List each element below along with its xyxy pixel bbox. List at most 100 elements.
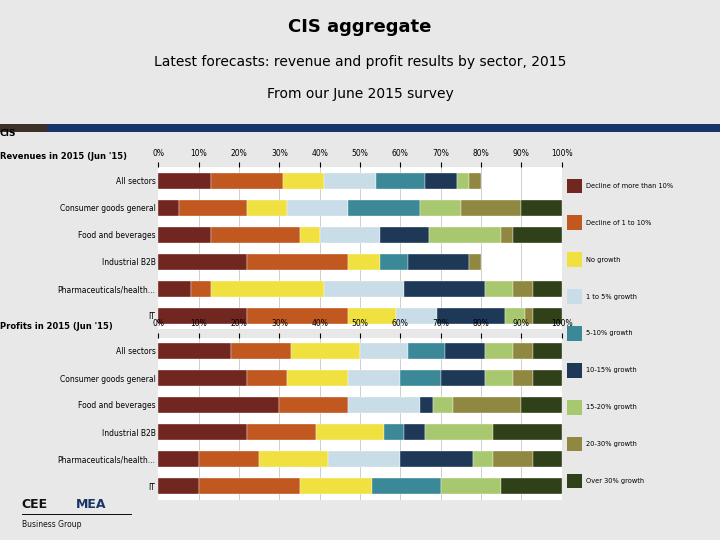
Text: Profits in 2015 (Jun '15): Profits in 2015 (Jun '15) (0, 322, 113, 331)
Bar (348, 254, 380, 271)
Bar (473, 450, 493, 467)
Bar (376, 173, 425, 190)
Bar (191, 281, 211, 297)
Text: Latest forecasts: revenue and profit results by sector, 2015: Latest forecasts: revenue and profit res… (154, 55, 566, 69)
Bar (348, 396, 420, 414)
Text: From our June 2015 survey: From our June 2015 survey (266, 87, 454, 102)
Bar (158, 227, 211, 243)
Bar (211, 173, 284, 190)
Bar (567, 474, 582, 488)
Bar (505, 308, 526, 324)
Bar (485, 342, 513, 360)
Bar (179, 200, 247, 217)
Bar (0, 124, 47, 132)
Bar (199, 450, 259, 467)
Bar (211, 227, 300, 243)
Bar (22, 514, 132, 515)
Text: CIS aggregate: CIS aggregate (288, 18, 432, 36)
Bar (425, 173, 456, 190)
Bar (292, 342, 360, 360)
Bar (441, 477, 501, 495)
Bar (158, 396, 279, 414)
Bar (324, 173, 376, 190)
Text: 5-10% growth: 5-10% growth (586, 330, 633, 336)
Bar (158, 477, 199, 495)
Bar (521, 396, 562, 414)
Bar (259, 450, 328, 467)
Bar (380, 227, 428, 243)
Bar (513, 227, 562, 243)
Bar (400, 369, 441, 387)
Bar (247, 423, 315, 441)
Bar (485, 281, 513, 297)
Bar (493, 450, 534, 467)
Bar (567, 363, 582, 377)
Bar (158, 369, 247, 387)
Bar (287, 200, 348, 217)
Bar (425, 423, 493, 441)
Bar (485, 369, 513, 387)
Bar (526, 308, 534, 324)
Bar (461, 200, 521, 217)
Bar (567, 252, 582, 267)
Bar (513, 281, 534, 297)
Bar (420, 200, 461, 217)
Bar (534, 308, 562, 324)
Bar (247, 200, 287, 217)
Bar (247, 369, 287, 387)
Bar (567, 215, 582, 230)
Bar (158, 173, 211, 190)
Bar (158, 423, 247, 441)
Bar (513, 342, 534, 360)
Bar (453, 396, 521, 414)
Bar (396, 308, 436, 324)
Bar (567, 400, 582, 415)
Text: 10-15% growth: 10-15% growth (586, 367, 637, 373)
Bar (372, 477, 441, 495)
Bar (158, 308, 247, 324)
Bar (158, 281, 191, 297)
Bar (247, 308, 348, 324)
Bar (567, 437, 582, 451)
Bar (158, 450, 199, 467)
Bar (501, 227, 513, 243)
Bar (436, 308, 505, 324)
Bar (284, 173, 324, 190)
Text: Decline of 1 to 10%: Decline of 1 to 10% (586, 220, 652, 226)
Bar (513, 369, 534, 387)
Bar (199, 477, 300, 495)
Bar (567, 179, 582, 193)
Bar (211, 281, 324, 297)
Bar (534, 369, 562, 387)
Bar (521, 200, 562, 217)
Bar (328, 450, 400, 467)
Bar (405, 281, 485, 297)
Bar (348, 369, 400, 387)
Bar (469, 173, 481, 190)
Bar (493, 423, 562, 441)
Bar (405, 423, 425, 441)
Bar (445, 342, 485, 360)
Bar (400, 450, 473, 467)
Text: Over 30% growth: Over 30% growth (586, 478, 644, 484)
Bar (348, 200, 420, 217)
Text: 15-20% growth: 15-20% growth (586, 404, 637, 410)
Text: 20-30% growth: 20-30% growth (586, 441, 637, 447)
Bar (300, 227, 320, 243)
Bar (320, 227, 380, 243)
Bar (158, 342, 231, 360)
Bar (534, 281, 562, 297)
Text: CIS: CIS (0, 129, 17, 138)
Text: Business Group: Business Group (22, 520, 81, 529)
Bar (441, 369, 485, 387)
Bar (158, 254, 247, 271)
Bar (408, 342, 445, 360)
Bar (324, 281, 405, 297)
Bar (567, 326, 582, 341)
Bar (567, 289, 582, 304)
Bar (456, 173, 469, 190)
Bar (348, 308, 396, 324)
Text: CEE: CEE (22, 498, 48, 511)
Text: Revenues in 2015 (Jun '15): Revenues in 2015 (Jun '15) (0, 152, 127, 161)
Bar (360, 342, 408, 360)
